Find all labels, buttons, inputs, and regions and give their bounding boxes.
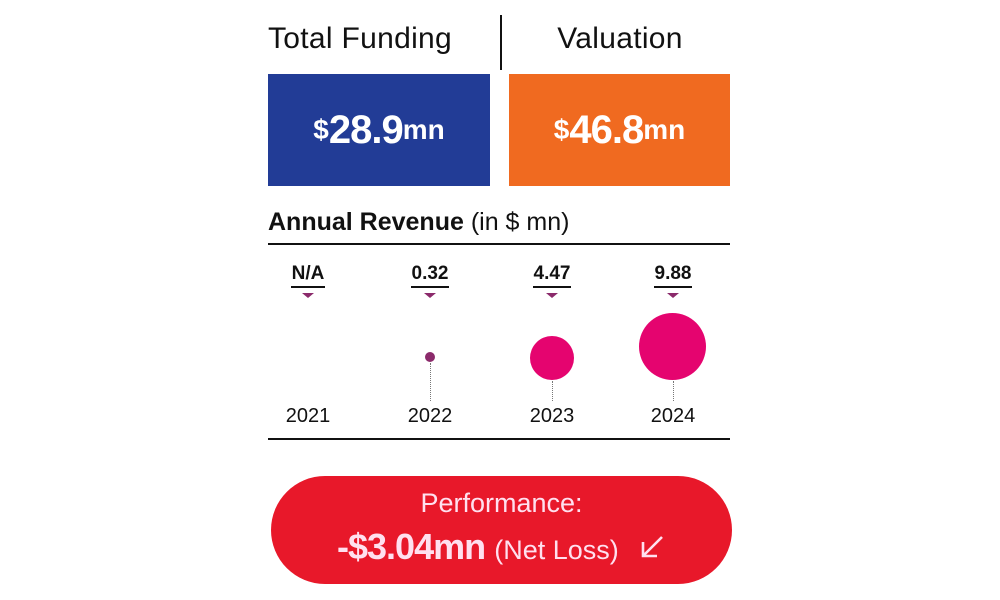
year-label-2022: 2022 bbox=[407, 405, 453, 427]
year-label-2024: 2024 bbox=[650, 405, 696, 427]
stem-2022 bbox=[430, 363, 431, 401]
annual-revenue-title-unit: (in $ mn) bbox=[470, 208, 570, 236]
revenue-top-rule bbox=[268, 243, 730, 245]
performance-pill: Performance: -$3.04mn (Net Loss) bbox=[271, 476, 732, 584]
valuation-heading: Valuation bbox=[557, 22, 683, 55]
bubble-2022 bbox=[425, 352, 435, 362]
pointer-icon bbox=[302, 293, 314, 298]
year-label-2021: 2021 bbox=[285, 405, 331, 427]
stem-2024 bbox=[673, 381, 674, 401]
funding-unit: mn bbox=[402, 114, 445, 145]
pointer-icon bbox=[424, 293, 436, 298]
performance-note: (Net Loss) bbox=[494, 535, 619, 565]
valuation-currency: $ bbox=[553, 114, 570, 145]
valuation-unit: mn bbox=[643, 114, 686, 145]
performance-label: Performance: bbox=[420, 488, 583, 518]
revenue-value-2024: 9.88 bbox=[613, 263, 733, 288]
stem-2023 bbox=[552, 381, 553, 401]
funding-amount: 28.9 bbox=[328, 107, 404, 152]
header-divider bbox=[500, 15, 502, 70]
year-label-2023: 2023 bbox=[529, 405, 575, 427]
revenue-value-2023: 4.47 bbox=[492, 263, 612, 288]
performance-line: -$3.04mn (Net Loss) bbox=[271, 526, 732, 569]
annual-revenue-title: Annual Revenue (in $ mn) bbox=[268, 208, 569, 237]
pointer-icon bbox=[546, 293, 558, 298]
arrow-down-left-icon bbox=[638, 531, 666, 569]
bubble-2023 bbox=[530, 336, 574, 380]
pointer-icon bbox=[667, 293, 679, 298]
revenue-value-2021: N/A bbox=[248, 263, 368, 288]
funding-currency: $ bbox=[313, 114, 329, 145]
revenue-bottom-rule bbox=[268, 438, 730, 440]
revenue-value-2022: 0.32 bbox=[370, 263, 490, 288]
valuation-card: $46.8 mn bbox=[509, 74, 730, 186]
total-funding-heading: Total Funding bbox=[268, 22, 453, 55]
annual-revenue-title-bold: Annual Revenue bbox=[268, 208, 464, 236]
performance-value: -$3.04mn bbox=[337, 526, 486, 567]
bubble-2024 bbox=[639, 313, 706, 380]
valuation-amount: 46.8 bbox=[569, 107, 644, 152]
total-funding-card: $28.9 mn bbox=[268, 74, 490, 186]
